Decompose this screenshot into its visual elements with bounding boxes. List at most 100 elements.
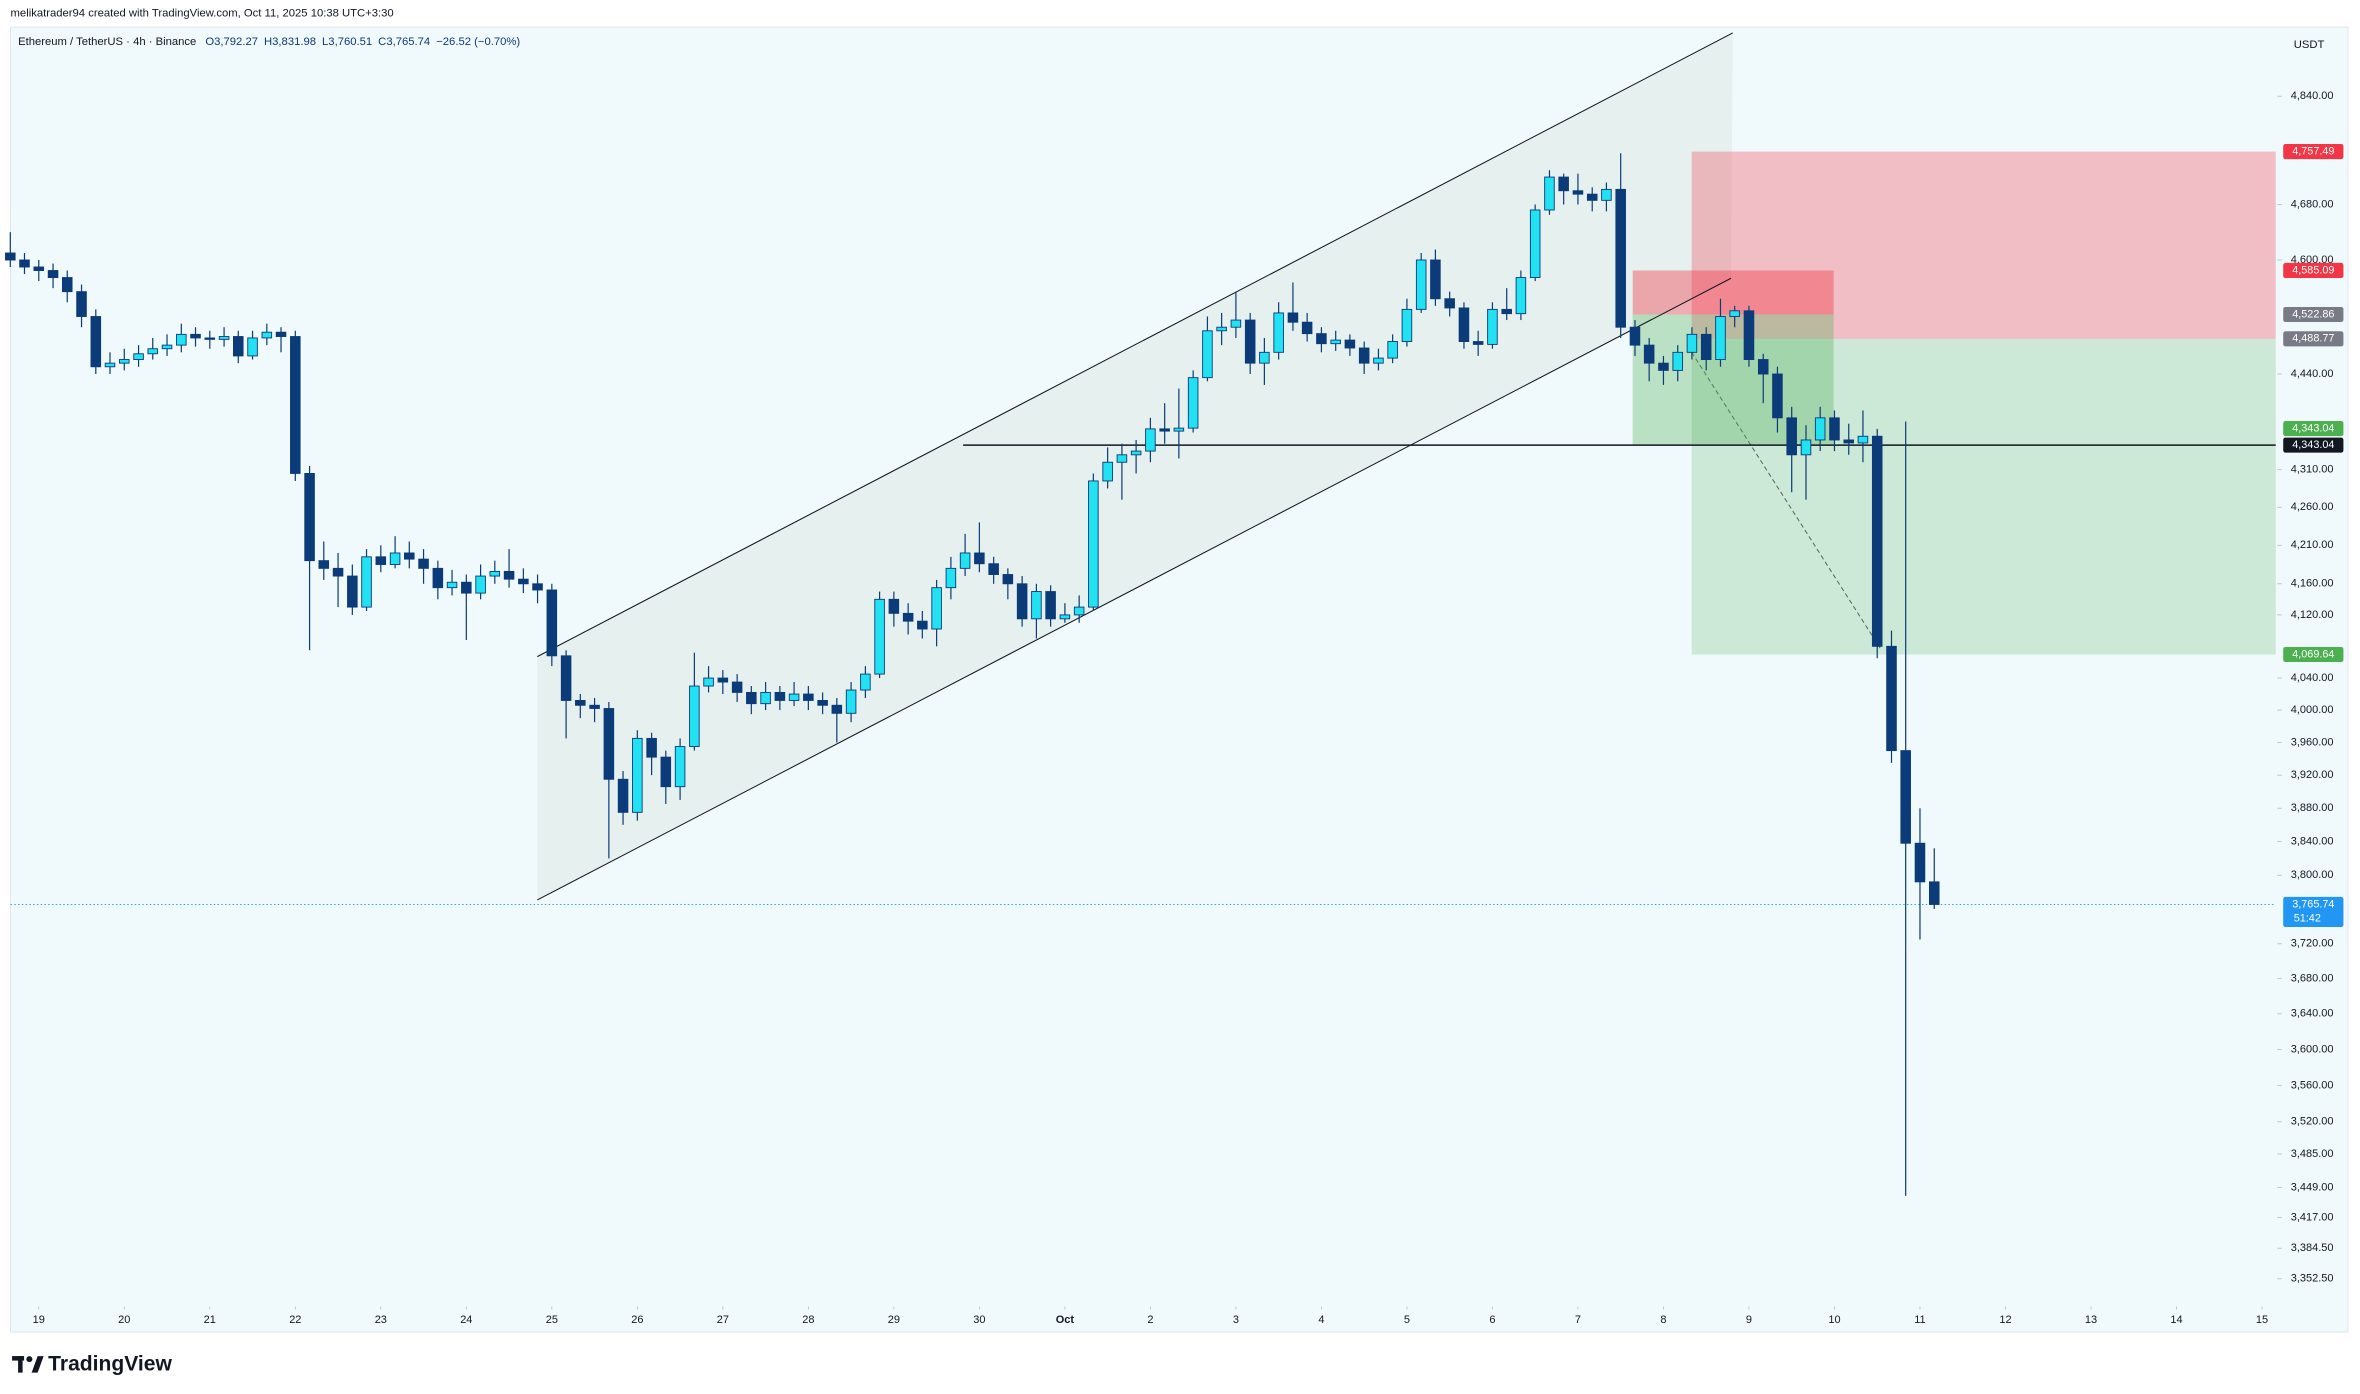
candle-body bbox=[1373, 357, 1384, 364]
candle-body bbox=[1900, 750, 1911, 844]
candle-body bbox=[1401, 308, 1413, 342]
candle-body bbox=[432, 567, 444, 589]
candle-body bbox=[318, 560, 330, 569]
candle-body bbox=[888, 598, 900, 614]
candle-body bbox=[1287, 312, 1299, 323]
candle-body bbox=[1273, 312, 1284, 353]
x-tick-label: 2 bbox=[1147, 1314, 1153, 1326]
x-tick-label: 11 bbox=[1914, 1314, 1925, 1326]
countdown: 51:42 bbox=[2294, 913, 2321, 925]
candle-body bbox=[589, 704, 600, 709]
candle-body bbox=[1515, 277, 1527, 315]
candle-body bbox=[1558, 176, 1569, 192]
candle-body bbox=[1586, 193, 1598, 201]
candle-body bbox=[375, 556, 387, 565]
x-tick-label: 4 bbox=[1318, 1314, 1324, 1326]
candle-body bbox=[446, 581, 458, 589]
price-tag-label: 4,488.77 bbox=[2292, 333, 2334, 345]
candle-body bbox=[1886, 645, 1897, 752]
legend-value: H3,831.98 bbox=[264, 36, 316, 48]
y-tick-label: 4,260.00 bbox=[2291, 501, 2334, 513]
candle-body bbox=[19, 259, 30, 268]
x-tick-label: 22 bbox=[289, 1314, 301, 1326]
y-tick-label: 3,960.00 bbox=[2291, 736, 2334, 748]
price-tag-label: 4,343.04 bbox=[2292, 439, 2334, 451]
candle-body bbox=[233, 336, 244, 357]
x-tick-label: 27 bbox=[717, 1314, 729, 1326]
candle-body bbox=[332, 567, 344, 577]
price-tag bbox=[2283, 646, 2344, 663]
stop-zone bbox=[1632, 270, 1834, 315]
last-price-label: 3,765.74 bbox=[2292, 898, 2334, 910]
y-tick-label: 3,920.00 bbox=[2291, 769, 2334, 781]
candle-body bbox=[1686, 333, 1698, 353]
candle-body bbox=[1430, 259, 1441, 300]
y-tick-label: 3,560.00 bbox=[2291, 1079, 2334, 1091]
candle-body bbox=[147, 348, 159, 355]
x-tick-label: 29 bbox=[888, 1314, 900, 1326]
legend-value: C3,765.74 bbox=[378, 36, 430, 48]
candle-body bbox=[746, 691, 757, 705]
y-tick-label: 4,040.00 bbox=[2291, 672, 2334, 684]
price-tag bbox=[2283, 421, 2344, 437]
candle-body bbox=[1073, 606, 1085, 616]
y-tick-label: 3,800.00 bbox=[2291, 869, 2334, 881]
x-tick-label: 13 bbox=[2085, 1314, 2097, 1326]
candle-body bbox=[1786, 417, 1797, 456]
candle-body bbox=[731, 681, 743, 693]
candle-body bbox=[1002, 574, 1014, 585]
candle-body bbox=[389, 552, 401, 565]
candle-body bbox=[1572, 190, 1584, 195]
price-tag-label: 4,757.49 bbox=[2292, 145, 2334, 157]
candle-body bbox=[674, 746, 686, 788]
candle-body bbox=[1529, 209, 1541, 279]
candle-body bbox=[1173, 427, 1185, 432]
candle-body bbox=[803, 693, 814, 701]
candle-body bbox=[817, 700, 828, 706]
candle-body bbox=[1743, 310, 1755, 360]
candle-body bbox=[1415, 259, 1427, 310]
y-tick-label: 4,160.00 bbox=[2291, 578, 2334, 590]
target-zone bbox=[1632, 314, 1834, 446]
candle-body bbox=[1230, 319, 1242, 328]
candle-body bbox=[1829, 417, 1840, 441]
candle-body bbox=[845, 689, 857, 714]
candle-body bbox=[1444, 298, 1455, 309]
y-tick-label: 3,720.00 bbox=[2291, 938, 2334, 950]
price-tag-label: 4,069.64 bbox=[2292, 648, 2334, 660]
price-tag-label: 4,522.86 bbox=[2292, 308, 2334, 320]
candle-body bbox=[603, 708, 615, 780]
candle-body bbox=[61, 277, 73, 293]
candle-body bbox=[1301, 321, 1313, 335]
candle-body bbox=[1643, 344, 1655, 364]
candle-body bbox=[418, 558, 429, 569]
candle-body bbox=[76, 291, 87, 317]
legend-value: O3,792.27 bbox=[205, 36, 258, 48]
candle-body bbox=[546, 589, 558, 657]
candle-body bbox=[632, 737, 643, 813]
candle-body bbox=[1843, 439, 1855, 444]
candle-body bbox=[489, 570, 501, 577]
y-tick-label: 3,384.50 bbox=[2291, 1242, 2334, 1254]
candle-body bbox=[760, 691, 771, 705]
logo-text: TradingView bbox=[48, 1353, 172, 1376]
candle-body bbox=[347, 575, 358, 608]
y-tick-label: 4,680.00 bbox=[2291, 198, 2334, 210]
candle-body bbox=[1458, 307, 1470, 342]
price-tag bbox=[2283, 437, 2344, 453]
y-tick-label: 3,485.00 bbox=[2291, 1148, 2334, 1160]
candle-body bbox=[133, 353, 144, 360]
candle-body bbox=[161, 344, 173, 350]
candle-body bbox=[1928, 881, 1940, 905]
candle-body bbox=[404, 552, 415, 560]
candle-body bbox=[461, 581, 472, 594]
candle-body bbox=[1487, 308, 1498, 345]
candle-body bbox=[1615, 188, 1626, 328]
candle-body bbox=[1088, 480, 1099, 608]
candle-body bbox=[1857, 435, 1869, 444]
candle-body bbox=[204, 337, 216, 340]
candle-body bbox=[1871, 435, 1883, 647]
candle-body bbox=[660, 756, 672, 788]
y-tick-label: 4,120.00 bbox=[2291, 609, 2334, 621]
x-tick-label: 20 bbox=[118, 1314, 130, 1326]
